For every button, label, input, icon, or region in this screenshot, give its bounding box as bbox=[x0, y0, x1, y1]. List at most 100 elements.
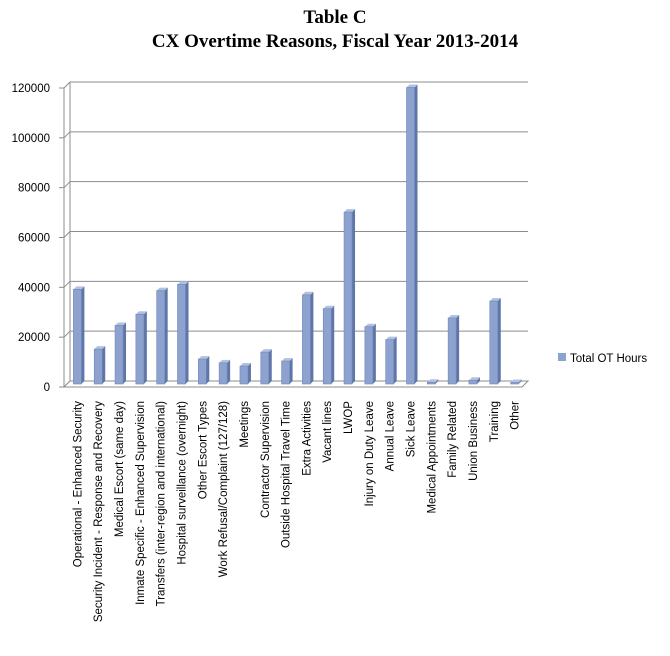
gridline-side bbox=[63, 181, 71, 189]
x-tick-label: Union Business bbox=[468, 401, 480, 481]
bar-front bbox=[156, 290, 165, 385]
legend-label: Total OT Hours bbox=[570, 353, 647, 365]
bar-front bbox=[93, 348, 103, 385]
bar-side bbox=[456, 314, 460, 384]
bar bbox=[114, 322, 127, 385]
bar-top bbox=[302, 291, 314, 295]
bar-top bbox=[115, 322, 127, 326]
x-tick-label: Medical Appointments bbox=[426, 401, 438, 514]
bar bbox=[510, 379, 522, 385]
bar-front bbox=[114, 325, 124, 385]
x-tick-label: Hospital surveillance (overnight) bbox=[177, 401, 189, 565]
bar bbox=[406, 84, 418, 385]
x-tick-label: Injury on Duty Leave bbox=[364, 401, 376, 506]
x-tick-label: Extra Activities bbox=[301, 401, 313, 476]
bar bbox=[447, 314, 460, 385]
bar-front bbox=[73, 289, 82, 385]
bar-front bbox=[135, 313, 145, 385]
bar bbox=[93, 346, 106, 385]
bar-front bbox=[406, 87, 415, 385]
bar-side bbox=[102, 346, 106, 384]
x-tick-label: Annual Leave bbox=[385, 401, 397, 471]
bar-top bbox=[260, 349, 272, 353]
bar-top bbox=[73, 286, 85, 290]
bar-side bbox=[393, 336, 397, 384]
bar-front bbox=[427, 381, 436, 385]
bar-top bbox=[427, 379, 439, 383]
bar-top bbox=[239, 363, 251, 367]
x-tick-label: Sick Leave bbox=[406, 401, 418, 457]
x-tick-label: Vacant lines bbox=[322, 401, 334, 463]
bar bbox=[302, 291, 314, 385]
chart-subtitle: CX Overtime Reasons, Fiscal Year 2013-20… bbox=[151, 31, 519, 52]
bar-side bbox=[143, 311, 147, 384]
x-tick-label: Contractor Supervision bbox=[260, 401, 272, 518]
chart-floor bbox=[62, 380, 530, 388]
bar-side bbox=[123, 322, 127, 384]
bar-side bbox=[352, 209, 356, 384]
bar-front bbox=[510, 382, 519, 385]
bar-side bbox=[164, 287, 168, 384]
bar-top bbox=[448, 314, 460, 318]
x-tick-label: Work Refusal/Complaint (127/128) bbox=[218, 401, 230, 577]
bar-top bbox=[344, 209, 356, 213]
bar-side bbox=[310, 291, 314, 384]
bar-front bbox=[239, 365, 249, 385]
bar-front bbox=[489, 300, 499, 385]
bar-side bbox=[372, 323, 376, 384]
bar-top bbox=[219, 359, 231, 363]
bar-layer bbox=[73, 84, 522, 385]
bar-side bbox=[435, 379, 439, 384]
y-tick-label: 80000 bbox=[18, 183, 50, 195]
bar-side bbox=[289, 358, 293, 384]
bar-side bbox=[518, 379, 522, 384]
bar-front bbox=[260, 351, 270, 385]
bar-top bbox=[135, 311, 147, 315]
y-tick-label: 60000 bbox=[18, 233, 50, 245]
legend-entry: Total OT Hours bbox=[558, 353, 647, 365]
bar bbox=[468, 377, 480, 385]
bar bbox=[198, 356, 210, 385]
bar bbox=[239, 363, 251, 385]
chart-title-block: Table C CX Overtime Reasons, Fiscal Year… bbox=[0, 6, 670, 54]
bar bbox=[427, 379, 439, 385]
bar-front bbox=[177, 284, 186, 385]
x-tick-label: Other Escort Types bbox=[197, 401, 209, 499]
bar-front bbox=[364, 326, 374, 385]
bar-front bbox=[322, 308, 332, 385]
x-tick-label: Meetings bbox=[239, 401, 251, 448]
x-tick-label: Training bbox=[489, 401, 501, 442]
bar-top bbox=[468, 377, 480, 381]
gridline-side bbox=[63, 231, 71, 238]
bar-front bbox=[447, 317, 457, 385]
x-tick-label: Operational - Enhanced Security bbox=[72, 401, 84, 567]
bar-side bbox=[247, 363, 251, 384]
gridline-side bbox=[63, 131, 71, 139]
bar-front bbox=[218, 362, 228, 385]
legend-swatch bbox=[558, 353, 566, 361]
gridline-side bbox=[63, 81, 71, 89]
x-tick-label: Inmate Specific - Enhanced Supervision bbox=[135, 401, 147, 605]
bar-top bbox=[489, 298, 501, 302]
bar-front bbox=[468, 379, 478, 385]
bar-side bbox=[206, 356, 210, 384]
y-tick-label: 20000 bbox=[18, 332, 50, 344]
bar bbox=[385, 336, 397, 385]
x-tick-label: Other bbox=[510, 401, 522, 430]
x-tick-label: Family Related bbox=[447, 401, 459, 478]
bar-side bbox=[227, 359, 231, 384]
bar-front bbox=[343, 211, 353, 385]
bar-top bbox=[364, 323, 376, 327]
bar-side bbox=[81, 286, 85, 384]
x-tick-label: Security Incident - Response and Recover… bbox=[93, 401, 105, 622]
y-tick-label: 40000 bbox=[18, 282, 50, 294]
bar-front bbox=[281, 360, 290, 385]
bar-top bbox=[94, 346, 106, 350]
bar-side bbox=[268, 349, 272, 384]
bar-top bbox=[177, 281, 189, 285]
gridline-side bbox=[63, 330, 71, 338]
bar-side bbox=[476, 377, 480, 384]
bar bbox=[364, 323, 376, 385]
y-tick-label: 120000 bbox=[12, 83, 50, 95]
